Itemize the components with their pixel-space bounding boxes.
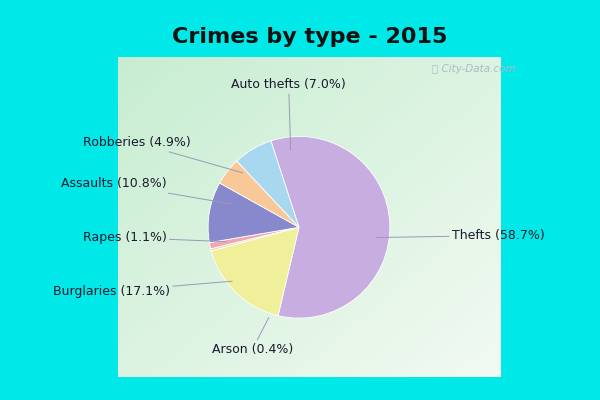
Wedge shape <box>211 227 299 251</box>
Text: Burglaries (17.1%): Burglaries (17.1%) <box>53 281 232 298</box>
Title: Crimes by type - 2015: Crimes by type - 2015 <box>172 27 447 47</box>
Text: Arson (0.4%): Arson (0.4%) <box>212 318 293 356</box>
Wedge shape <box>237 141 299 227</box>
Wedge shape <box>271 136 390 318</box>
Text: Thefts (58.7%): Thefts (58.7%) <box>376 229 545 242</box>
Text: Robberies (4.9%): Robberies (4.9%) <box>83 136 242 173</box>
Text: Rapes (1.1%): Rapes (1.1%) <box>83 231 226 244</box>
Text: Assaults (10.8%): Assaults (10.8%) <box>61 178 232 204</box>
Wedge shape <box>209 227 299 249</box>
Wedge shape <box>220 161 299 227</box>
Text: ⓘ City-Data.com: ⓘ City-Data.com <box>432 64 515 74</box>
Wedge shape <box>208 183 299 243</box>
Text: Auto thefts (7.0%): Auto thefts (7.0%) <box>231 78 346 150</box>
Wedge shape <box>211 227 299 316</box>
